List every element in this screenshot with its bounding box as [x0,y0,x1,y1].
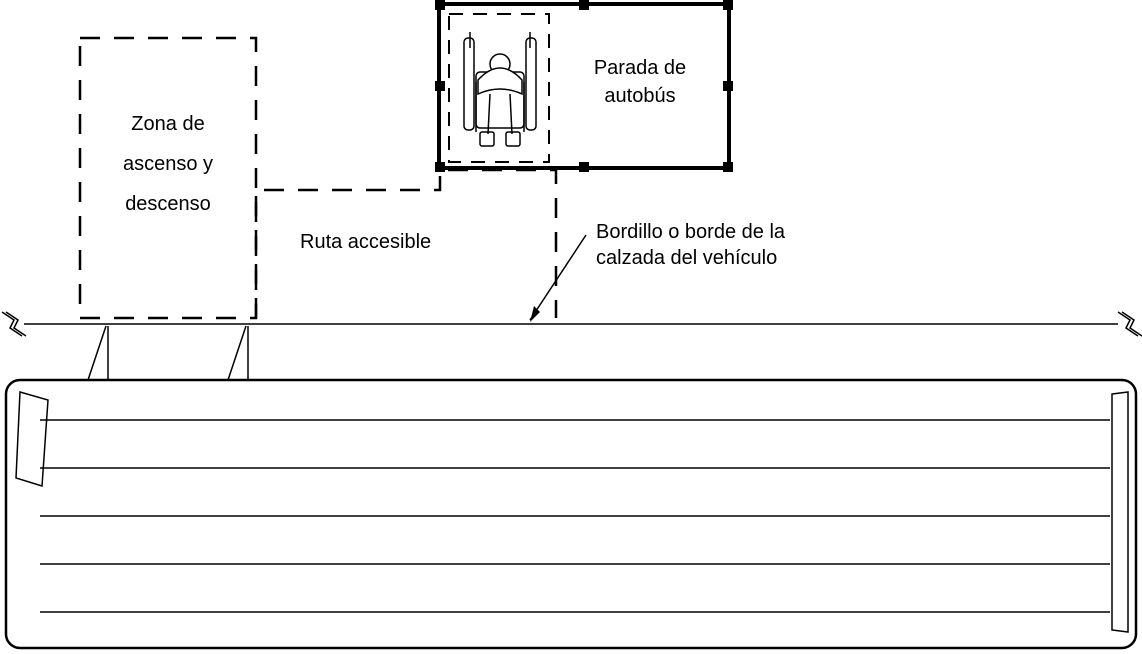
boarding-zone-label-1: Zona de [131,113,204,135]
bus-stop-diagram: Zona de ascenso y descenso Ruta accesibl… [0,0,1142,654]
bus-doors [88,326,248,380]
bus-body [6,380,1136,648]
bus-shelter-label-1: Parada de [594,57,686,79]
wheelchair-icon [464,32,536,146]
curb-callout-label-2: calzada del vehículo [596,247,777,269]
curb-callout-label-1: Bordillo o borde de la [596,221,786,243]
accessible-route: Ruta accesible [256,170,556,318]
break-mark-right [1118,312,1142,336]
curb-line [2,312,1142,336]
accessible-route-label: Ruta accesible [300,231,431,253]
break-mark-left [2,312,26,336]
boarding-zone-label-2: ascenso y [123,153,213,175]
boarding-zone: Zona de ascenso y descenso [80,38,256,318]
bus-shelter-label-2: autobús [604,85,675,107]
curb-callout: Bordillo o borde de la calzada del vehíc… [530,221,786,322]
boarding-zone-label-3: descenso [125,193,211,215]
